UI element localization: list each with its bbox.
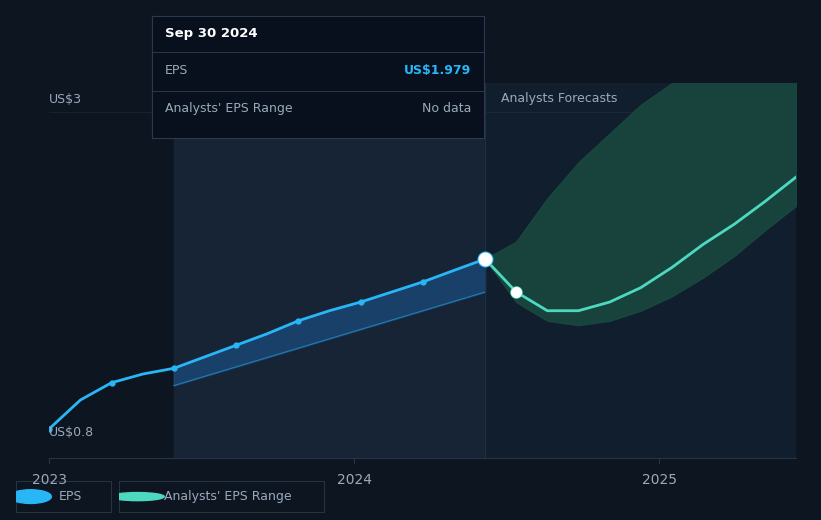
Text: US$3: US$3	[49, 93, 82, 106]
Text: Analysts' EPS Range: Analysts' EPS Range	[165, 102, 293, 115]
Circle shape	[10, 490, 52, 503]
Circle shape	[111, 492, 164, 501]
Text: US$0.8: US$0.8	[49, 426, 94, 439]
Text: EPS: EPS	[59, 490, 82, 503]
Text: 2023: 2023	[32, 473, 67, 487]
Text: No data: No data	[422, 102, 471, 115]
Text: Actual: Actual	[430, 93, 470, 106]
Text: 2024: 2024	[337, 473, 372, 487]
Text: EPS: EPS	[165, 64, 189, 77]
Bar	[485, 83, 796, 458]
Text: Sep 30 2024: Sep 30 2024	[165, 28, 258, 41]
Text: US$1.979: US$1.979	[404, 64, 471, 77]
Text: 2025: 2025	[642, 473, 677, 487]
Text: Analysts' EPS Range: Analysts' EPS Range	[164, 490, 291, 503]
Text: Analysts Forecasts: Analysts Forecasts	[501, 93, 617, 106]
Bar	[174, 83, 485, 458]
